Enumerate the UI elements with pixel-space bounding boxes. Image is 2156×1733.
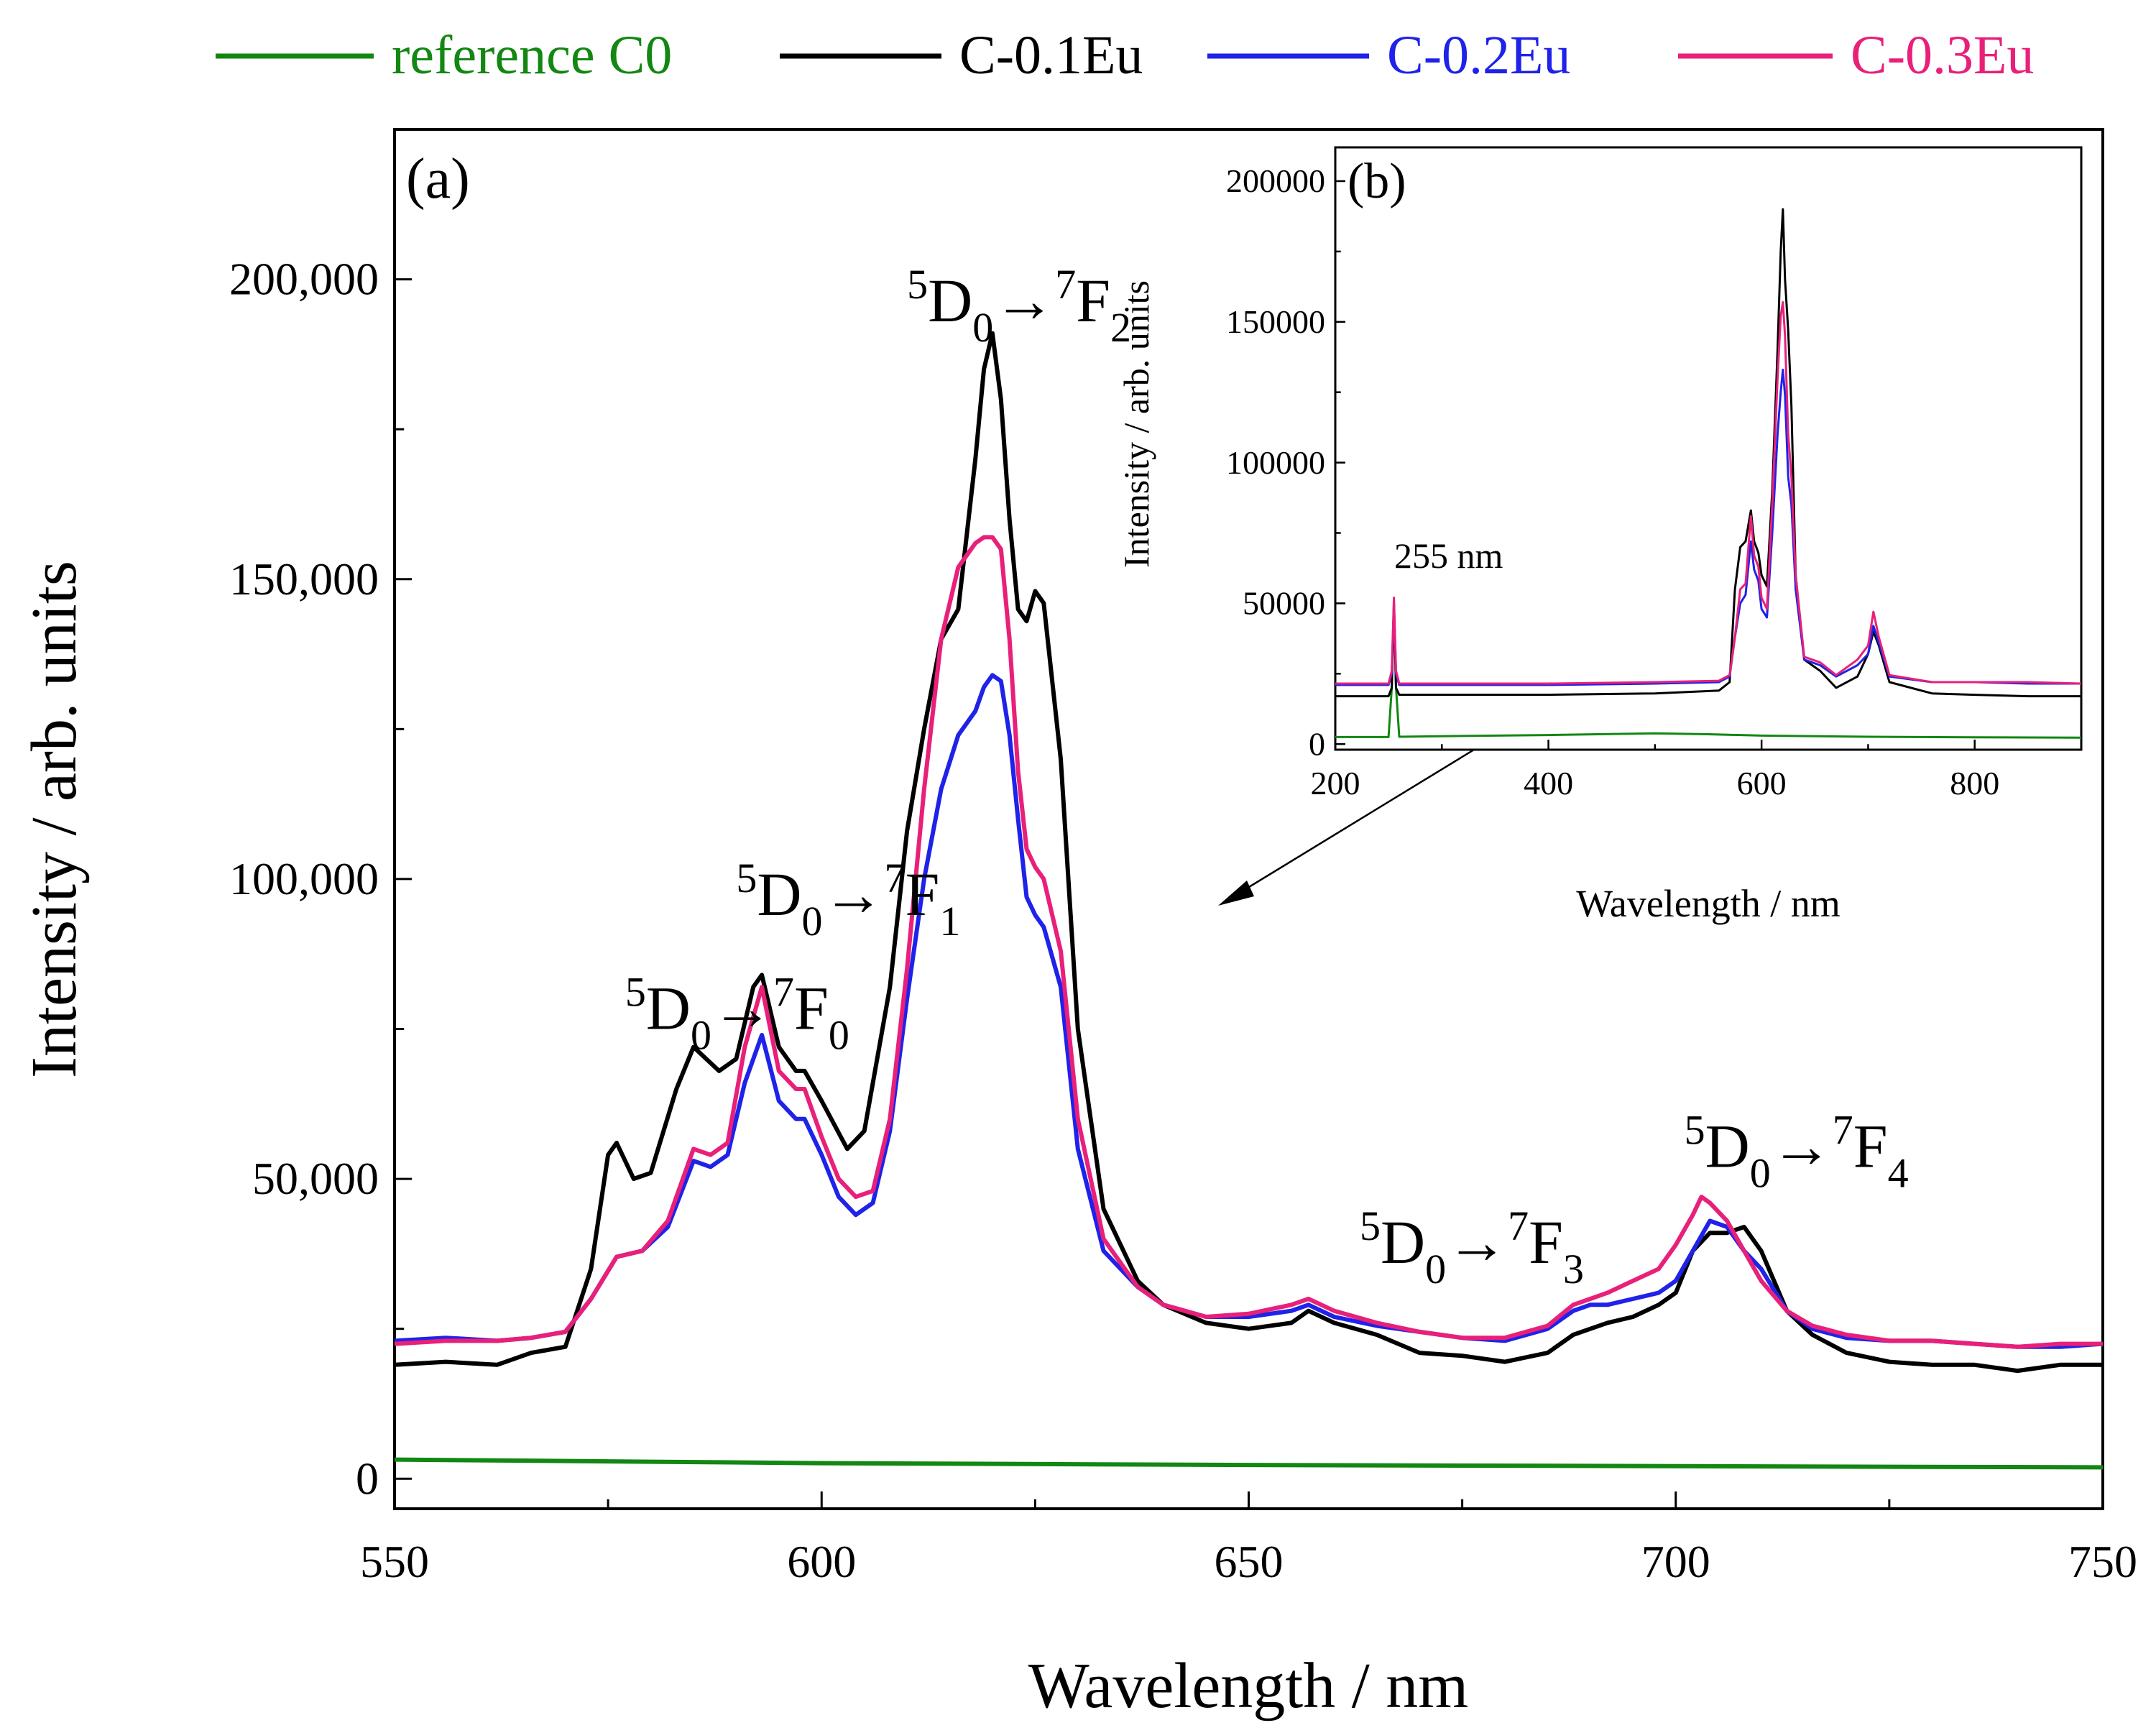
inset-peak-annotation: 255 nm xyxy=(1394,535,1503,576)
main-plot: 550 600 650 700 750 0 50,000 100,000 150,000 200,… xyxy=(19,128,2137,1721)
annotation-5d0-7f0: 5D0→7F0 xyxy=(625,969,849,1059)
legend-label-c-0-3eu: C-0.3Eu xyxy=(1851,25,2034,86)
y-tick-label: 150000 xyxy=(1226,303,1325,340)
x-tick-label: 200 xyxy=(1311,765,1360,801)
x-tick-label: 650 xyxy=(1215,1536,1284,1587)
series-line-c-0-2eu xyxy=(394,673,2104,1349)
y-tick-label: 50,000 xyxy=(252,1153,379,1204)
main-panel-label: (a) xyxy=(406,147,470,211)
series-line-c-0-1eu xyxy=(394,331,2103,1374)
inset-panel-label: (b) xyxy=(1348,154,1406,209)
series-line-reference-c0 xyxy=(394,1457,2104,1470)
annotation-5d0-7f2: 5D0→7F2 xyxy=(907,261,1131,351)
legend-label-c-0-1eu: C-0.1Eu xyxy=(959,25,1143,86)
x-tick-label: 550 xyxy=(360,1536,429,1587)
legend-label-c-0-2eu: C-0.2Eu xyxy=(1387,25,1570,86)
series-line-c-0-3eu xyxy=(1335,300,2082,685)
inset-plot-frame xyxy=(1334,146,2083,751)
x-tick-label: 600 xyxy=(787,1536,856,1587)
y-tick-label: 0 xyxy=(356,1453,379,1504)
inset-axis-ticks: 200 400 600 800 0 50000 100000 150000 200000 xyxy=(1226,162,1999,801)
y-tick-label: 200,000 xyxy=(229,254,379,305)
annotation-5d0-7f4: 5D0→7F4 xyxy=(1685,1106,1909,1196)
y-tick-label: 50000 xyxy=(1243,585,1325,622)
x-tick-label: 800 xyxy=(1950,765,1999,801)
y-tick-label: 0 xyxy=(1309,725,1325,762)
zoom-arrow-head xyxy=(1218,881,1254,906)
main-x-axis-label: Wavelength / nm xyxy=(1028,1650,1469,1721)
x-tick-label: 600 xyxy=(1737,765,1787,801)
inset-y-axis-label: Intensity / arb. units xyxy=(1116,280,1156,568)
x-tick-label: 750 xyxy=(2068,1536,2137,1587)
y-tick-label: 150,000 xyxy=(229,553,379,605)
main-series-group xyxy=(394,331,2104,1470)
transition-annotations: 5D0→7F0 5D0→7F1 5D0→7F2 5D0→7F3 5D0→7F4 xyxy=(625,261,1909,1292)
y-tick-label: 100,000 xyxy=(229,853,379,904)
series-line-c-0-3eu xyxy=(394,535,2103,1349)
annotation-5d0-7f3: 5D0→7F3 xyxy=(1360,1203,1584,1292)
inset-series-group xyxy=(1335,208,2082,739)
legend: reference C0 C-0.1Eu C-0.2Eu C-0.3Eu xyxy=(216,25,2034,86)
inset-plot: 200 400 600 800 0 50000 100000 150000 200000 (b)… xyxy=(1116,146,2083,925)
inset-x-axis-label: Wavelength / nm xyxy=(1576,882,1841,925)
legend-label-reference-c0: reference C0 xyxy=(392,25,672,86)
x-tick-label: 400 xyxy=(1524,765,1573,801)
main-axis-ticks: 550 600 650 700 750 0 50,000 100,000 150,000 200,… xyxy=(229,254,2137,1587)
series-line-c-0-2eu xyxy=(1335,368,2081,686)
y-tick-label: 200000 xyxy=(1226,162,1325,199)
x-tick-label: 700 xyxy=(1641,1536,1710,1587)
main-y-axis-label: Intensity / arb. units xyxy=(19,561,90,1078)
y-tick-label: 100000 xyxy=(1226,444,1325,481)
annotation-5d0-7f1: 5D0→7F1 xyxy=(736,855,960,944)
